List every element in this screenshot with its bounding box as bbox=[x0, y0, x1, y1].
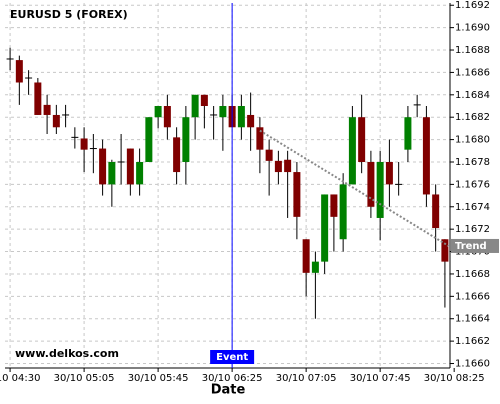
y-tick-label: 1.1662 bbox=[455, 336, 490, 347]
watermark: www.delkos.com bbox=[15, 347, 119, 360]
y-tick-label: 1.1692 bbox=[455, 0, 490, 11]
candle-body bbox=[441, 239, 449, 262]
candle-body bbox=[330, 194, 338, 217]
y-tick-label: 1.1666 bbox=[455, 291, 490, 302]
candle-body bbox=[145, 117, 153, 162]
candle-body bbox=[358, 117, 366, 162]
candle-body bbox=[293, 172, 301, 217]
y-tick-label: 1.1674 bbox=[455, 202, 490, 213]
x-tick-label: 30/10 06:25 bbox=[202, 373, 263, 384]
event-label-box bbox=[210, 350, 255, 364]
candle-body bbox=[247, 114, 255, 128]
candle-body bbox=[219, 106, 227, 118]
y-tick-label: 1.1668 bbox=[455, 269, 490, 280]
candle-body bbox=[43, 104, 51, 115]
candle-body bbox=[25, 77, 33, 79]
candle-body bbox=[89, 148, 97, 150]
x-tick-label: 30/10 07:45 bbox=[350, 373, 411, 384]
candle-body bbox=[302, 239, 310, 273]
event-label: Event bbox=[216, 352, 248, 363]
candle-body bbox=[321, 194, 329, 262]
candle-body bbox=[274, 160, 282, 173]
y-tick-label: 1.1660 bbox=[455, 359, 490, 370]
candle-body bbox=[311, 261, 319, 273]
x-tick-label: 30/10 07:05 bbox=[276, 373, 337, 384]
candle-body bbox=[237, 106, 245, 128]
chart-title: EURUSD 5 (FOREX) bbox=[10, 8, 128, 21]
trend-label: Trend bbox=[455, 241, 487, 252]
candle-body bbox=[163, 106, 171, 128]
candle-body bbox=[432, 194, 440, 229]
candle-body bbox=[422, 117, 430, 195]
candle-body bbox=[404, 117, 412, 150]
candle-body bbox=[108, 161, 116, 185]
candle-body bbox=[71, 136, 79, 138]
candle-body bbox=[15, 60, 23, 83]
candle-body bbox=[62, 114, 70, 116]
candle-body bbox=[385, 161, 393, 185]
candle-body bbox=[413, 104, 421, 106]
y-tick-label: 1.1686 bbox=[455, 67, 490, 78]
y-tick-label: 1.1684 bbox=[455, 90, 490, 101]
y-tick-label: 1.1664 bbox=[455, 314, 490, 325]
candle-body bbox=[6, 58, 14, 60]
candle-body bbox=[117, 161, 125, 163]
y-tick-label: 1.1680 bbox=[455, 135, 490, 146]
x-tick-label: 30/10 08:25 bbox=[424, 373, 485, 384]
candle-body bbox=[284, 159, 292, 173]
candle-body bbox=[182, 117, 190, 162]
candle-body bbox=[376, 161, 384, 218]
y-tick-label: 1.1690 bbox=[455, 23, 490, 34]
candle-body bbox=[80, 138, 88, 150]
y-tick-label: 1.1688 bbox=[455, 45, 490, 56]
candle-body bbox=[395, 183, 403, 185]
candle-body bbox=[200, 94, 208, 107]
y-tick-label: 1.1676 bbox=[455, 179, 490, 190]
candle-body bbox=[126, 148, 134, 185]
candle-body bbox=[99, 148, 107, 185]
candle-body bbox=[154, 106, 162, 118]
x-tick-label: 30/10 04:30 bbox=[0, 373, 41, 384]
y-tick-label: 1.1672 bbox=[455, 224, 490, 235]
candle-body bbox=[34, 82, 42, 115]
x-axis-label: Date bbox=[211, 383, 246, 398]
candle-body bbox=[256, 127, 264, 150]
trend-line bbox=[259, 129, 450, 247]
candle-body bbox=[136, 161, 144, 185]
trend-label-box bbox=[451, 238, 499, 253]
candle-body bbox=[52, 114, 60, 128]
candle-body bbox=[210, 114, 218, 116]
y-tick-label: 1.1678 bbox=[455, 157, 490, 168]
x-tick-label: 30/10 05:45 bbox=[128, 373, 189, 384]
candle-body bbox=[367, 161, 375, 207]
y-tick-label: 1.1682 bbox=[455, 112, 490, 123]
candle-body bbox=[191, 94, 199, 118]
candle-body bbox=[265, 149, 273, 161]
x-tick-label: 30/10 05:05 bbox=[54, 373, 115, 384]
candle-body bbox=[348, 117, 356, 185]
candle-body bbox=[173, 137, 181, 173]
candle-body bbox=[339, 184, 347, 240]
